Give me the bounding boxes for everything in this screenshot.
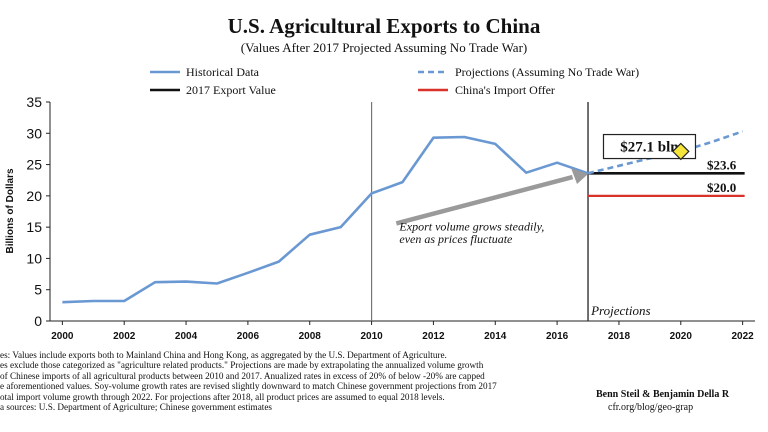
x-tick-label: 2006: [237, 331, 260, 342]
legend-label-historical: Historical Data: [186, 65, 260, 79]
note-line: otal import volume growth through 2022. …: [0, 391, 445, 402]
legend-label-projections: Projections (Assuming No Trade War): [455, 65, 639, 79]
export-value-label: $23.6: [707, 157, 737, 172]
chart-credit: Benn Steil & Benjamin Della R cfr.org/bl…: [568, 388, 768, 414]
projection-2020-marker: [671, 142, 690, 161]
y-tick-label: 30: [26, 125, 42, 141]
plot-area: 0 5 10 15 20 25 30 35 2000 2002 2004 2006 2008 2010 20…: [26, 94, 755, 342]
note-line: of Chinese imports of all agricultural p…: [0, 370, 485, 381]
x-tick-label: 2018: [608, 331, 631, 342]
x-tick-label: 2016: [546, 331, 569, 342]
import-offer-label: $20.0: [707, 180, 736, 195]
legend: Historical Data Projections (Assuming No…: [150, 65, 639, 97]
y-tick-label: 10: [26, 250, 42, 266]
projections-region-label: Projections: [590, 303, 650, 318]
historical-line: [62, 135, 589, 304]
x-tick-label: 2010: [360, 331, 383, 342]
x-tick-label: 2014: [484, 331, 507, 342]
projected-value-label: $27.1 bln: [620, 140, 679, 156]
y-tick-label: 25: [26, 157, 42, 173]
y-tick-label: 15: [26, 219, 42, 235]
x-tick-label: 2022: [732, 331, 755, 342]
credit-url: cfr.org/blog/geo-grap: [608, 402, 694, 413]
x-tick-label: 2008: [299, 331, 322, 342]
arrow-annotation-line-2: even as prices fluctuate: [399, 232, 513, 246]
chart-title: U.S. Agricultural Exports to China: [228, 14, 541, 38]
y-tick-label: 20: [26, 188, 42, 204]
chart-notes: es: Values include exports both to Mainl…: [0, 350, 560, 412]
y-tick-label: 0: [34, 313, 42, 329]
credit-authors: Benn Steil & Benjamin Della R: [596, 389, 730, 400]
x-tick-label: 2012: [422, 331, 445, 342]
x-tick-label: 2000: [51, 331, 74, 342]
volume-arrow-shaft: [395, 174, 574, 226]
x-tick-label: 2020: [670, 331, 693, 342]
legend-label-offer: China's Import Offer: [455, 83, 555, 97]
y-axis-label: Billions of Dollars: [5, 168, 16, 253]
projection-line: [587, 130, 744, 175]
note-line: es: Values include exports both to Mainl…: [0, 350, 447, 360]
arrow-annotation-line-1: Export volume grows steadily,: [398, 220, 544, 234]
note-line: a sources: U.S. Department of Agricultur…: [0, 402, 272, 413]
y-tick-label: 5: [34, 282, 42, 298]
chart-subtitle: (Values After 2017 Projected Assuming No…: [241, 40, 527, 55]
note-line: es exclude those categorized as "agricul…: [0, 360, 484, 371]
note-line: e aforementioned values. Soy-volume grow…: [0, 381, 497, 392]
y-tick-label: 35: [26, 94, 42, 110]
volume-arrow-head: [571, 167, 589, 184]
x-tick-label: 2004: [175, 331, 198, 342]
legend-label-export: 2017 Export Value: [186, 83, 276, 97]
x-tick-label: 2002: [113, 331, 136, 342]
